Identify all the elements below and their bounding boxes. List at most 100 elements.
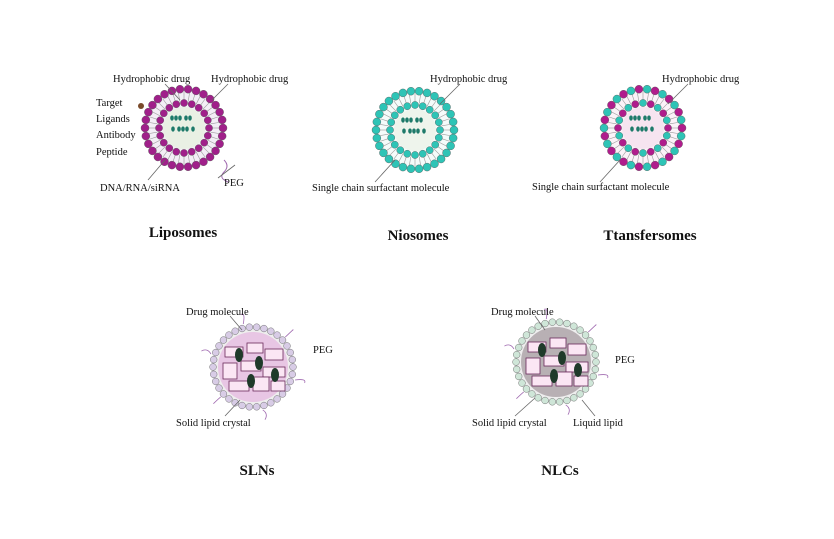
drug bbox=[188, 115, 192, 121]
bead bbox=[513, 351, 521, 359]
drug-molecule bbox=[271, 368, 279, 382]
lipid-crystal bbox=[549, 337, 567, 349]
tail bbox=[441, 124, 451, 127]
bead bbox=[603, 139, 612, 149]
bead bbox=[422, 162, 432, 172]
bead bbox=[148, 100, 157, 110]
bead bbox=[387, 118, 396, 127]
tail bbox=[669, 122, 679, 125]
drug bbox=[178, 115, 182, 121]
bead bbox=[390, 111, 399, 120]
bead bbox=[215, 107, 224, 117]
bead bbox=[650, 86, 660, 96]
bead bbox=[676, 115, 686, 125]
panel-title: Ttansfersomes bbox=[603, 228, 696, 244]
tail bbox=[202, 102, 210, 110]
bead bbox=[165, 103, 174, 112]
label: Drug molecule bbox=[491, 307, 554, 318]
bead bbox=[411, 101, 419, 109]
bead bbox=[199, 157, 208, 166]
bead bbox=[430, 159, 439, 168]
tail bbox=[187, 154, 190, 164]
label: Antibody bbox=[96, 130, 136, 141]
bead bbox=[390, 140, 399, 149]
bead bbox=[238, 401, 246, 410]
tail bbox=[666, 139, 676, 145]
drug bbox=[409, 117, 413, 123]
bead bbox=[442, 148, 451, 158]
label: PEG bbox=[313, 345, 333, 356]
bead bbox=[430, 92, 439, 101]
bead bbox=[194, 103, 203, 112]
bead bbox=[245, 323, 253, 331]
bead bbox=[449, 125, 459, 135]
bead bbox=[448, 117, 458, 127]
bead bbox=[141, 115, 151, 125]
lipid-crystal bbox=[246, 342, 264, 354]
bead bbox=[187, 100, 196, 109]
bead bbox=[191, 86, 201, 96]
bead bbox=[589, 343, 597, 352]
bead bbox=[289, 363, 297, 371]
peg bbox=[543, 308, 548, 320]
drug bbox=[401, 117, 405, 123]
bead bbox=[245, 403, 253, 411]
label: Drug molecule bbox=[186, 307, 249, 318]
bead bbox=[634, 85, 644, 94]
bead bbox=[626, 86, 636, 96]
bead bbox=[418, 102, 427, 111]
tail bbox=[151, 111, 161, 117]
bead bbox=[153, 94, 163, 104]
bead bbox=[599, 123, 609, 133]
tail bbox=[646, 92, 649, 102]
lipid-crystal bbox=[527, 341, 547, 353]
tail bbox=[202, 146, 210, 154]
peg bbox=[201, 349, 212, 355]
bead bbox=[534, 322, 542, 330]
tail bbox=[669, 131, 679, 134]
bead bbox=[646, 100, 655, 109]
lipid-crystal bbox=[270, 380, 286, 392]
bead bbox=[425, 146, 434, 155]
bead bbox=[592, 358, 600, 366]
tail bbox=[187, 92, 190, 102]
bead bbox=[434, 118, 443, 127]
bead bbox=[218, 123, 228, 133]
peg bbox=[221, 159, 229, 183]
bead bbox=[624, 103, 633, 112]
bead bbox=[155, 124, 163, 132]
drug bbox=[174, 115, 178, 121]
peg bbox=[597, 374, 609, 379]
bead bbox=[626, 160, 636, 170]
bead bbox=[624, 144, 633, 153]
bead bbox=[448, 133, 458, 143]
drug bbox=[419, 117, 423, 123]
bead bbox=[200, 138, 209, 147]
bead bbox=[414, 164, 424, 173]
target bbox=[138, 103, 144, 109]
drug bbox=[640, 126, 644, 132]
tail bbox=[607, 122, 617, 125]
label: PEG bbox=[615, 355, 635, 366]
bead bbox=[148, 146, 157, 156]
bead bbox=[253, 323, 261, 331]
peg bbox=[588, 324, 597, 333]
tail bbox=[389, 148, 397, 156]
drug bbox=[630, 126, 634, 132]
bead bbox=[375, 109, 384, 119]
bead bbox=[165, 144, 174, 153]
bead bbox=[215, 342, 223, 350]
bead bbox=[634, 162, 644, 171]
label: Target bbox=[96, 98, 123, 109]
tail bbox=[433, 104, 441, 112]
bead bbox=[442, 102, 451, 112]
drug bbox=[643, 115, 647, 121]
shapes bbox=[138, 85, 687, 420]
bead bbox=[180, 149, 188, 157]
peg bbox=[240, 313, 245, 325]
bead bbox=[446, 141, 455, 151]
bead bbox=[518, 337, 526, 345]
tail bbox=[382, 113, 392, 119]
tail bbox=[418, 156, 421, 166]
bead bbox=[160, 90, 169, 99]
